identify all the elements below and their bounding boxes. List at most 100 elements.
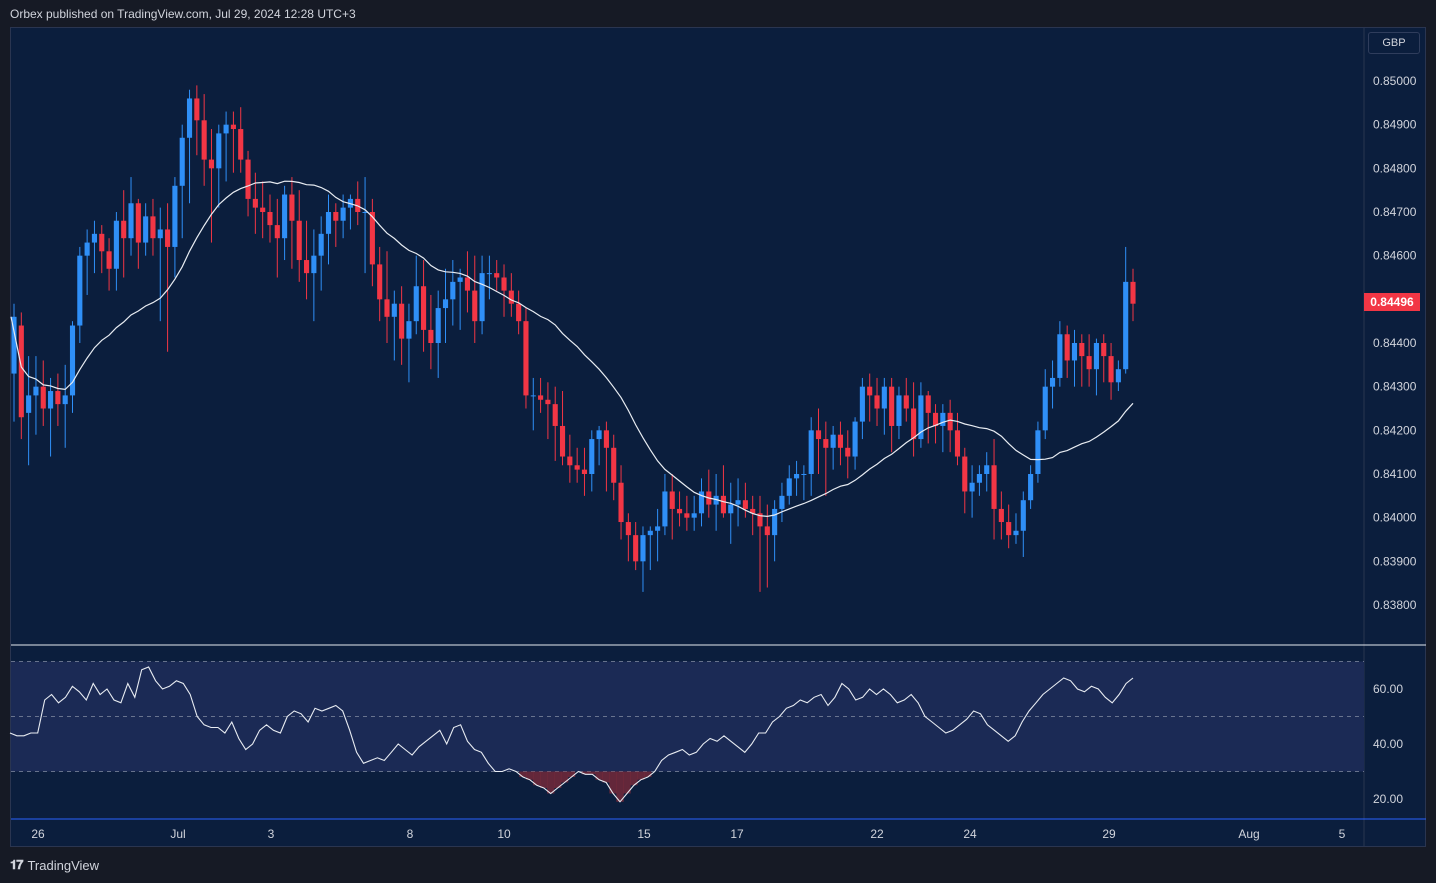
candle-down (720, 495, 726, 514)
rsi-tick-label: 60.00 (1373, 682, 1403, 696)
time-tick-label: 17 (730, 827, 744, 841)
candle-down (925, 395, 931, 413)
candle-down (274, 225, 280, 239)
candle-up (223, 124, 229, 134)
candle-down (903, 395, 909, 409)
rsi-tick-label: 40.00 (1373, 737, 1403, 751)
candle-up (216, 133, 222, 169)
candle-down (18, 325, 24, 418)
candle-up (881, 386, 887, 409)
price-tick-label: 0.83800 (1373, 598, 1417, 612)
candle-down (676, 508, 683, 514)
price-tick-label: 0.84000 (1373, 511, 1417, 525)
candle-up (450, 281, 456, 300)
tradingview-footer[interactable]: 𝟏𝟕 TradingView (10, 857, 99, 873)
candle-down (494, 273, 500, 278)
tradingview-brand-label: TradingView (27, 857, 100, 873)
candle-up (1049, 377, 1056, 387)
candle-down (911, 408, 917, 440)
candle-down (1079, 343, 1085, 357)
candle-up (589, 439, 595, 474)
candle-down (55, 391, 61, 405)
publish-attribution: Orbex published on TradingView.com, Jul … (10, 7, 356, 21)
candle-down (230, 124, 236, 130)
price-tick-label: 0.85000 (1373, 74, 1417, 88)
candle-down (867, 386, 873, 396)
candle-up (1020, 500, 1026, 531)
candle-down (165, 229, 171, 247)
candle-down (289, 194, 295, 221)
last-price-label: 0.84496 (1364, 293, 1420, 311)
candle-down (1108, 356, 1114, 383)
candle-down (106, 251, 112, 269)
candle-down (618, 482, 624, 523)
candle-down (201, 120, 207, 160)
candle-down (296, 220, 302, 261)
candle-up (801, 474, 807, 475)
candle-down (252, 198, 258, 208)
candle-down (545, 399, 551, 405)
candle-down (764, 526, 770, 536)
candle-down (815, 430, 822, 440)
time-tick-label: 22 (870, 827, 884, 841)
candle-down (150, 216, 156, 239)
time-tick-label: 24 (963, 827, 977, 841)
candle-up (442, 299, 449, 309)
candle-up (457, 277, 463, 282)
candle-up (1042, 386, 1048, 431)
candle-down (333, 212, 339, 221)
candle-up (808, 430, 814, 474)
candle-up (662, 491, 668, 527)
candle-down (501, 277, 507, 291)
candle-up (786, 478, 792, 496)
candle-up (282, 194, 288, 239)
candle-up (772, 508, 778, 536)
candle-down (889, 386, 895, 426)
candle-up (691, 513, 697, 518)
candle-up (1093, 343, 1099, 370)
candle-up (655, 526, 661, 531)
candle-up (69, 325, 76, 396)
candle-up (859, 386, 865, 422)
candle-up (596, 430, 602, 440)
candle-down (121, 220, 127, 239)
candle-down (574, 465, 580, 470)
time-tick-label: 29 (1102, 827, 1116, 841)
candle-up (157, 229, 163, 239)
tradingview-logo-icon: 𝟏𝟕 (10, 857, 24, 872)
price-tick-label: 0.84900 (1373, 118, 1417, 132)
candle-up (698, 491, 705, 514)
candle-down (633, 535, 639, 562)
candle-up (713, 495, 719, 505)
price-tick-label: 0.84300 (1373, 380, 1417, 394)
time-tick-label: 8 (407, 827, 414, 841)
candle-down (947, 412, 953, 431)
candle-up (1013, 530, 1019, 536)
candle-down (508, 290, 514, 304)
time-tick-label: 5 (1339, 827, 1346, 841)
candle-down (991, 465, 997, 509)
candle-down (998, 508, 1004, 523)
candle-down (421, 286, 427, 330)
candle-down (552, 404, 558, 426)
rsi-tick-label: 20.00 (1373, 792, 1403, 806)
currency-selector[interactable]: GBP (1368, 32, 1420, 54)
candle-down (954, 430, 961, 457)
candle-down (845, 447, 851, 457)
candle-up (486, 273, 492, 275)
candle-up (143, 216, 149, 243)
candle-up (391, 303, 397, 317)
candle-down (428, 329, 434, 343)
candle-up (179, 137, 185, 186)
candle-up (830, 434, 836, 448)
candle-up (852, 421, 858, 457)
candle-down (750, 508, 756, 514)
candle-down (208, 159, 215, 169)
candle-down (603, 430, 609, 448)
candle-up (325, 212, 332, 234)
moving-average-line (10, 180, 1134, 518)
candle-up (91, 233, 98, 243)
candle-down (567, 456, 573, 466)
candle-down (377, 264, 383, 300)
